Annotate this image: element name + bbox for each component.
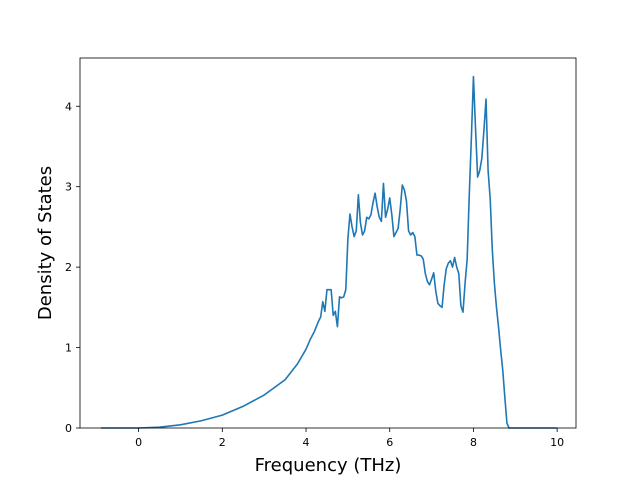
y-axis-ticks: 0 1 2 3 4 [65, 100, 80, 435]
dos-series-line [100, 75, 558, 429]
x-tick-label: 6 [386, 436, 393, 449]
x-axis-ticks: 0 2 4 6 8 10 [135, 428, 564, 449]
plot-area [100, 75, 558, 429]
y-tick-label: 3 [65, 181, 72, 194]
x-tick-label: 8 [470, 436, 477, 449]
x-tick-label: 2 [219, 436, 226, 449]
y-axis-label: Density of States [35, 166, 56, 320]
x-tick-label: 10 [550, 436, 564, 449]
y-tick-label: 2 [65, 261, 72, 274]
x-axis-label: Frequency (THz) [255, 455, 402, 476]
y-tick-label: 1 [65, 342, 72, 355]
y-tick-label: 0 [65, 422, 72, 435]
x-tick-label: 0 [135, 436, 142, 449]
x-tick-label: 4 [303, 436, 310, 449]
axes-frame [79, 57, 577, 429]
y-tick-label: 4 [65, 100, 72, 113]
